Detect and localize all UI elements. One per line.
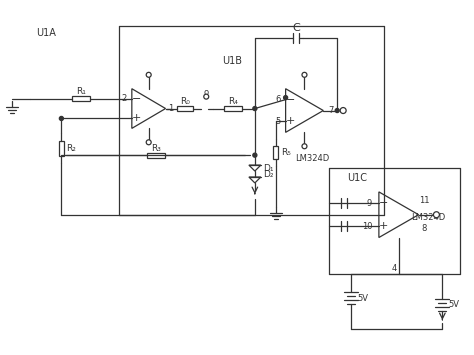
Text: D₁: D₁ <box>264 164 274 173</box>
Text: R₄: R₄ <box>228 97 238 106</box>
Text: o: o <box>204 88 209 97</box>
Text: 1: 1 <box>168 104 173 113</box>
Text: R₁: R₁ <box>76 87 86 96</box>
Text: +: + <box>132 114 141 124</box>
Polygon shape <box>286 89 323 132</box>
Circle shape <box>146 140 151 145</box>
Text: 5V: 5V <box>357 294 368 302</box>
Circle shape <box>59 116 64 120</box>
Bar <box>273 146 278 159</box>
Bar <box>59 141 64 156</box>
Polygon shape <box>249 165 261 171</box>
Bar <box>177 106 193 111</box>
Text: D₂: D₂ <box>264 170 274 179</box>
Circle shape <box>302 72 307 77</box>
Text: 9: 9 <box>366 199 372 208</box>
Circle shape <box>204 94 209 99</box>
Text: +: + <box>379 221 389 231</box>
Circle shape <box>253 106 257 110</box>
Text: 11: 11 <box>419 196 430 205</box>
Text: −: − <box>379 198 389 208</box>
Text: 4: 4 <box>391 264 396 273</box>
Text: 7: 7 <box>328 106 334 115</box>
Text: C: C <box>292 23 300 33</box>
Text: LM324D: LM324D <box>411 213 446 222</box>
Circle shape <box>335 109 339 113</box>
Circle shape <box>433 212 439 218</box>
Text: 2: 2 <box>121 94 127 103</box>
Text: U1A: U1A <box>36 28 56 38</box>
Polygon shape <box>132 89 165 129</box>
Text: U1C: U1C <box>347 173 367 183</box>
Text: LM324D: LM324D <box>295 154 329 163</box>
Circle shape <box>146 72 151 77</box>
Text: R₀: R₀ <box>181 97 191 106</box>
Polygon shape <box>249 177 261 183</box>
Bar <box>72 96 90 101</box>
Text: 5V: 5V <box>449 300 460 310</box>
Text: 8: 8 <box>422 224 427 233</box>
Text: 5: 5 <box>275 117 280 126</box>
Polygon shape <box>379 192 419 237</box>
Text: −: − <box>286 95 295 105</box>
Bar <box>224 106 242 111</box>
Text: −: − <box>132 94 141 104</box>
Text: +: + <box>286 116 295 126</box>
Circle shape <box>283 95 288 100</box>
Text: R₂: R₂ <box>66 144 76 153</box>
Circle shape <box>253 153 257 157</box>
Circle shape <box>340 108 346 114</box>
Text: U1B: U1B <box>222 56 242 66</box>
Text: 6: 6 <box>275 95 280 104</box>
Text: R₅: R₅ <box>281 148 291 157</box>
Text: 10: 10 <box>362 222 372 231</box>
Text: R₃: R₃ <box>151 144 161 153</box>
Circle shape <box>302 144 307 149</box>
Bar <box>147 153 164 158</box>
